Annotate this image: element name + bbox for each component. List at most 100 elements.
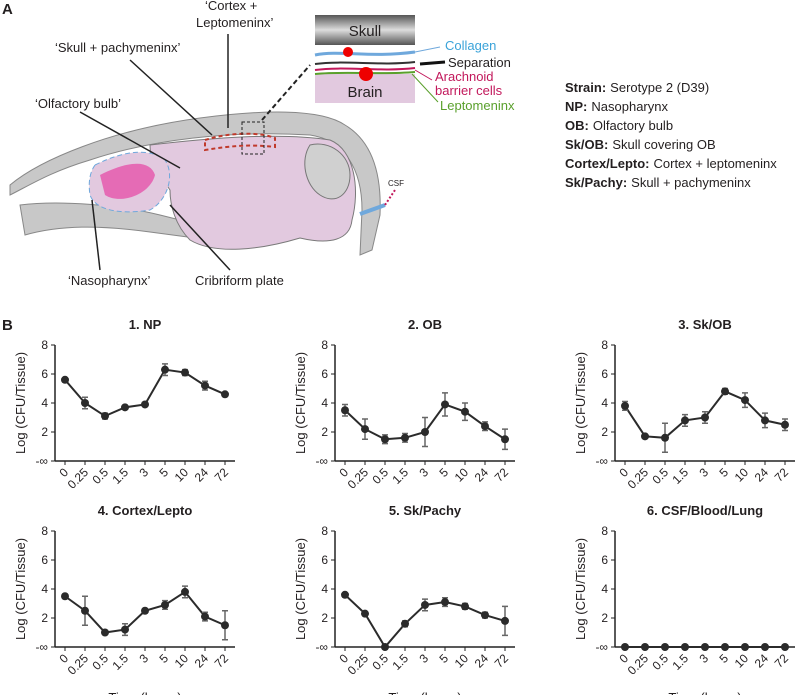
data-point [761, 643, 769, 651]
x-tick-label: 5 [156, 465, 171, 480]
x-tick-label: 10 [732, 465, 752, 485]
x-tick-label: 10 [452, 465, 472, 485]
legend-entry: Sk/Pachy: Skull + pachymeninx [565, 175, 751, 190]
data-point [441, 598, 449, 607]
x-axis-label: Time (hours) [668, 690, 741, 695]
data-point [621, 401, 629, 410]
data-point [741, 396, 749, 405]
inset-label: barrier cells [435, 83, 503, 98]
y-tick-label: 4 [601, 396, 608, 410]
data-point [181, 368, 189, 377]
data-point [121, 625, 129, 634]
x-tick-label: 0.25 [625, 465, 652, 492]
data-point [681, 643, 689, 651]
x-tick-label: 0.5 [89, 465, 111, 487]
legend-text: Skull + pachymeninx [631, 175, 751, 190]
y-axis-label: Log (CFU/Tissue) [293, 352, 308, 454]
y-tick-label: 8 [601, 524, 608, 538]
legend-key: NP: [565, 99, 587, 114]
data-point [421, 428, 429, 436]
data-point [421, 600, 429, 609]
legend-key: OB: [565, 118, 589, 133]
x-tick-label: 5 [716, 651, 731, 666]
legend-key: Sk/Pachy: [565, 175, 627, 190]
y-tick-label: 8 [321, 524, 328, 538]
data-point [661, 643, 669, 651]
chart-title: 4. Cortex/Lepto [98, 503, 193, 518]
legend-key: Strain: [565, 80, 606, 95]
x-tick-label: 72 [772, 465, 792, 485]
data-line [64, 368, 226, 418]
inset-label: Separation [448, 55, 511, 70]
x-tick-label: 72 [772, 651, 792, 671]
data-point [701, 643, 709, 651]
x-tick-label: 10 [172, 465, 192, 485]
x-tick-label: 72 [212, 465, 232, 485]
data-point [201, 381, 209, 390]
x-tick-label: 0.5 [649, 465, 671, 487]
inset-label: Collagen [445, 38, 496, 53]
x-tick-label: 0.5 [89, 651, 111, 673]
legend-text: Serotype 2 (D39) [610, 80, 709, 95]
x-tick-label: 24 [472, 651, 492, 671]
x-tick-label: 24 [472, 465, 492, 485]
data-point [381, 435, 389, 444]
data-point [481, 422, 489, 431]
x-tick-label: 0.25 [345, 465, 372, 492]
x-tick-label: 0.5 [649, 651, 671, 673]
y-tick-label: -∞ [595, 640, 608, 654]
inset-label: Brain [347, 84, 382, 101]
legend-text: Olfactory bulb [593, 118, 673, 133]
x-axis-label: Time (hours) [108, 690, 181, 695]
x-tick-label: 72 [492, 465, 512, 485]
y-tick-label: -∞ [35, 640, 48, 654]
legend-entry: OB: Olfactory bulb [565, 118, 673, 133]
y-axis-label: Log (CFU/Tissue) [293, 538, 308, 640]
x-tick-label: 1.5 [109, 465, 131, 487]
y-tick-label: 6 [321, 367, 328, 381]
x-tick-label: 3 [696, 465, 711, 480]
diagram-label: ‘Nasopharynx’ [68, 273, 150, 288]
legend-entry: Sk/OB: Skull covering OB [565, 137, 716, 152]
data-point [641, 432, 649, 441]
inset-label: Leptomeninx [440, 98, 515, 113]
x-tick-label: 0.5 [369, 651, 391, 673]
diagram-label: ‘Skull + pachymeninx’ [55, 40, 180, 55]
x-tick-label: 3 [696, 651, 711, 666]
data-point [221, 621, 229, 630]
x-tick-label: 0.5 [369, 465, 391, 487]
y-tick-label: 6 [601, 367, 608, 381]
x-tick-label: 72 [212, 651, 232, 671]
data-point [161, 600, 169, 609]
data-point [161, 365, 169, 374]
panel-label: B [2, 317, 13, 334]
y-tick-label: 6 [321, 553, 328, 567]
x-tick-label: 5 [436, 465, 451, 480]
data-point [401, 433, 409, 442]
head-diagram [9, 15, 446, 271]
y-tick-label: 4 [321, 582, 328, 596]
data-point [381, 643, 389, 651]
data-point [401, 619, 409, 628]
y-axis-label: Log (CFU/Tissue) [573, 352, 588, 454]
y-tick-label: 2 [41, 611, 48, 625]
diagram-label: ‘Olfactory bulb’ [35, 96, 121, 111]
data-point [201, 612, 209, 621]
x-tick-label: 10 [452, 651, 472, 671]
x-tick-label: 1.5 [389, 651, 411, 673]
x-tick-label: 1.5 [389, 465, 411, 487]
y-tick-label: 2 [601, 611, 608, 625]
legend-key: Cortex/Lepto: [565, 156, 650, 171]
data-point [101, 628, 109, 637]
diagram-label: ‘Cortex + [205, 0, 257, 13]
x-tick-label: 1.5 [669, 651, 691, 673]
data-point [141, 400, 149, 409]
data-point [721, 643, 729, 651]
y-tick-label: 8 [321, 338, 328, 352]
chart-title: 5. Sk/Pachy [389, 503, 462, 518]
y-axis-label: Log (CFU/Tissue) [13, 352, 28, 454]
data-point [701, 413, 709, 422]
y-tick-label: -∞ [315, 640, 328, 654]
legend-key: Sk/OB: [565, 137, 608, 152]
